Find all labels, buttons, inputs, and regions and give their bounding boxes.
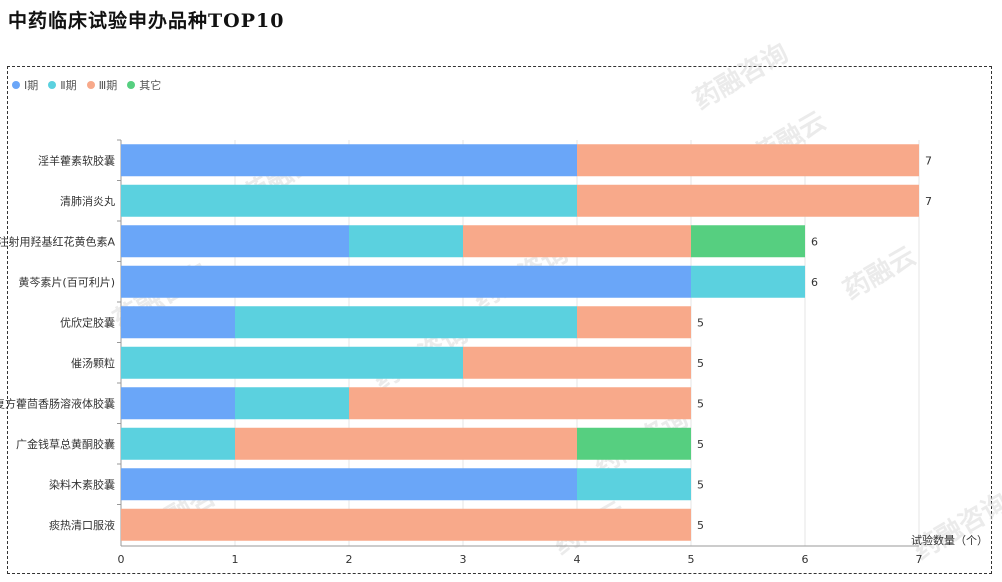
x-tick-label: 3 [460, 553, 467, 566]
legend-item[interactable]: Ⅲ期 [86, 77, 118, 93]
watermark-text: 药融咨询 [688, 37, 794, 116]
legend-swatch [86, 81, 95, 89]
total-label: 5 [697, 438, 704, 451]
category-label: 黄芩素片(百可利片) [18, 275, 115, 289]
bar-segment [691, 265, 805, 298]
bar-segment [463, 225, 691, 258]
legend-item[interactable]: Ⅰ期 [12, 77, 38, 93]
bar-segment [235, 427, 577, 460]
legend-label: 其它 [139, 79, 162, 92]
bar-segment [121, 468, 577, 501]
bar-segment [235, 306, 577, 339]
legend-label: Ⅲ期 [98, 79, 118, 92]
bar-segment [577, 306, 691, 339]
x-tick-label: 2 [346, 553, 353, 566]
legend-swatch [127, 81, 136, 89]
bar-segment [349, 387, 691, 420]
bar-segment [577, 468, 691, 501]
chart-legend: Ⅰ期 Ⅱ期 Ⅲ期 其它 [12, 77, 161, 93]
bar-segment [121, 427, 235, 460]
category-label: 染料木素胶囊 [49, 477, 115, 491]
bar-segment [577, 184, 919, 217]
category-label: 广金钱草总黄酮胶囊 [16, 437, 115, 451]
category-label: 清肺消炎丸 [60, 194, 115, 208]
total-label: 5 [697, 519, 704, 532]
category-label: 淫羊藿素软胶囊 [38, 153, 115, 167]
x-axis-title: 试验数量（个） [911, 533, 988, 547]
x-tick-label: 1 [232, 553, 239, 566]
total-label: 5 [697, 478, 704, 491]
bar-segment [121, 144, 577, 177]
total-label: 5 [697, 316, 704, 329]
bar-segment [463, 346, 691, 379]
bar-segment [121, 225, 349, 258]
x-tick-label: 0 [118, 553, 125, 566]
bar-segment [121, 184, 577, 217]
category-label: 催汤颗粒 [71, 356, 115, 370]
watermark-text: 药融云 [839, 241, 922, 306]
bar-segment [121, 508, 691, 541]
total-label: 7 [925, 195, 932, 208]
category-label: 优欣定胶囊 [60, 315, 115, 329]
category-label: 复方藿茴香肠溶液体胶囊 [0, 396, 115, 410]
legend-swatch [12, 81, 20, 89]
legend-swatch [48, 81, 57, 89]
bar-segment [121, 306, 235, 339]
category-label: 痰热清口服液 [49, 518, 115, 532]
legend-item[interactable]: 其它 [127, 77, 161, 93]
legend-label: Ⅱ期 [60, 79, 77, 92]
bar-segment [577, 144, 919, 177]
total-label: 5 [697, 357, 704, 370]
x-tick-label: 7 [916, 553, 923, 566]
x-tick-label: 6 [802, 553, 809, 566]
total-label: 7 [925, 154, 932, 167]
x-tick-label: 4 [574, 553, 581, 566]
total-label: 6 [811, 276, 818, 289]
total-label: 5 [697, 397, 704, 410]
x-tick-label: 5 [688, 553, 695, 566]
bar-segment [577, 427, 691, 460]
bar-segment [235, 387, 349, 420]
bar-segment [121, 265, 691, 298]
total-label: 6 [811, 235, 818, 248]
chart-frame [7, 66, 992, 574]
bar-segment [121, 387, 235, 420]
bar-segment [349, 225, 463, 258]
legend-item[interactable]: Ⅱ期 [48, 77, 77, 93]
page-title: 中药临床试验申办品种TOP10 [8, 10, 285, 32]
bar-segment [691, 225, 805, 258]
category-label: 注射用羟基红花黄色素A [0, 234, 115, 248]
legend-label: Ⅰ期 [24, 79, 39, 92]
bar-segment [121, 346, 463, 379]
